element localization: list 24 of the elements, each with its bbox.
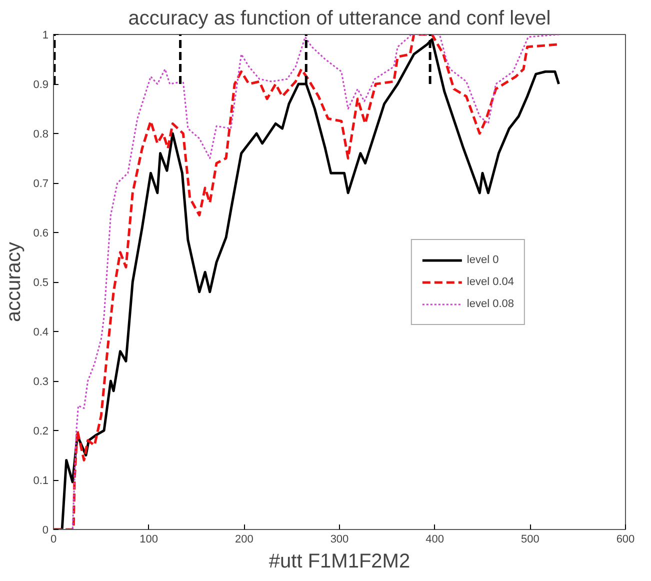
y-tick-label: 0.2 [33, 426, 49, 438]
x-tick-label: 400 [426, 534, 444, 546]
legend-label: level 0 [466, 254, 499, 266]
y-tick-label: 0.1 [33, 475, 49, 487]
x-axis-title: #utt F1M1F2M2 [268, 550, 410, 572]
x-tick-label: 600 [616, 534, 635, 546]
x-tick-label: 0 [50, 534, 57, 546]
x-tick-label: 500 [520, 534, 540, 546]
y-tick-label: 0.5 [33, 277, 49, 289]
y-tick-label: 0.8 [33, 128, 49, 140]
chart-title: accuracy as function of utterance and conf level [128, 8, 551, 30]
y-axis-title: accuracy [3, 242, 26, 322]
y-tick-label: 1 [42, 30, 49, 42]
legend-label: level 0.08 [466, 298, 514, 310]
y-tick-label: 0.7 [33, 178, 49, 190]
y-tick-label: 0.6 [33, 228, 49, 240]
y-tick-label: 0.4 [33, 326, 49, 338]
y-tick-label: 0 [42, 524, 49, 536]
y-tick-label: 0.9 [33, 79, 49, 91]
y-tick-label: 0.3 [33, 376, 49, 388]
x-tick-label: 300 [330, 534, 349, 546]
x-tick-label: 100 [140, 534, 158, 546]
x-tick-label: 200 [234, 534, 254, 546]
legend-label: level 0.04 [466, 276, 514, 288]
